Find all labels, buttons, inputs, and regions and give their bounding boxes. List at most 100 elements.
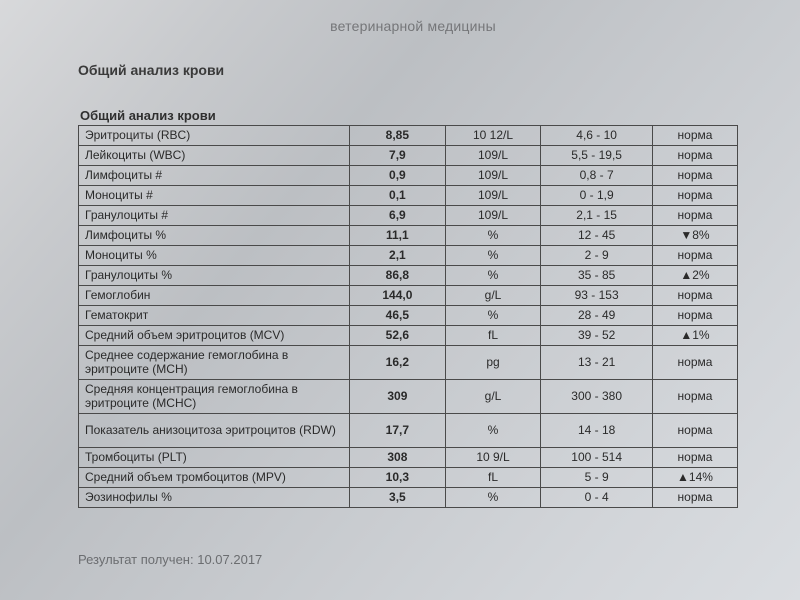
table-row: Моноциты #0,1109/L0 - 1,9норма [79, 186, 738, 206]
param-value: 0,1 [350, 186, 446, 206]
param-name: Средняя концентрация гемоглобина в эритр… [79, 380, 350, 414]
param-value: 46,5 [350, 306, 446, 326]
param-unit: fL [445, 468, 541, 488]
param-status: норма [652, 186, 737, 206]
param-unit: % [445, 226, 541, 246]
param-range: 14 - 18 [541, 414, 653, 448]
param-range: 39 - 52 [541, 326, 653, 346]
param-status: норма [652, 380, 737, 414]
param-status: норма [652, 246, 737, 266]
param-value: 86,8 [350, 266, 446, 286]
param-value: 52,6 [350, 326, 446, 346]
table-row: Тромбоциты (PLT)30810 9/L100 - 514норма [79, 448, 738, 468]
param-name: Моноциты % [79, 246, 350, 266]
param-status: норма [652, 306, 737, 326]
param-range: 100 - 514 [541, 448, 653, 468]
param-status: норма [652, 126, 737, 146]
param-unit: % [445, 306, 541, 326]
param-unit: % [445, 488, 541, 508]
table-row: Показатель анизоцитоза эритроцитов (RDW)… [79, 414, 738, 448]
param-name: Тромбоциты (PLT) [79, 448, 350, 468]
param-unit: g/L [445, 286, 541, 306]
param-unit: 109/L [445, 146, 541, 166]
param-status: ▲14% [652, 468, 737, 488]
param-value: 144,0 [350, 286, 446, 306]
param-name: Эозинофилы % [79, 488, 350, 508]
param-status: норма [652, 488, 737, 508]
param-name: Моноциты # [79, 186, 350, 206]
report-sheet: ветеринарной медицины Общий анализ крови… [0, 0, 800, 600]
param-name: Лимфоциты % [79, 226, 350, 246]
param-range: 13 - 21 [541, 346, 653, 380]
param-name: Эритроциты (RBC) [79, 126, 350, 146]
param-range: 35 - 85 [541, 266, 653, 286]
param-value: 16,2 [350, 346, 446, 380]
param-name: Показатель анизоцитоза эритроцитов (RDW) [79, 414, 350, 448]
param-name: Средний объем тромбоцитов (MPV) [79, 468, 350, 488]
param-value: 3,5 [350, 488, 446, 508]
table-row: Среднее содержание гемоглобина в эритроц… [79, 346, 738, 380]
param-range: 5,5 - 19,5 [541, 146, 653, 166]
param-status: норма [652, 206, 737, 226]
table-row: Лимфоциты %11,1%12 - 45▼8% [79, 226, 738, 246]
param-unit: 109/L [445, 206, 541, 226]
param-range: 0,8 - 7 [541, 166, 653, 186]
param-status: ▲2% [652, 266, 737, 286]
param-status: норма [652, 346, 737, 380]
param-unit: 10 9/L [445, 448, 541, 468]
param-value: 308 [350, 448, 446, 468]
blood-results-table: Эритроциты (RBC)8,8510 12/L4,6 - 10норма… [78, 125, 738, 508]
param-name: Гемоглобин [79, 286, 350, 306]
param-value: 309 [350, 380, 446, 414]
param-value: 8,85 [350, 126, 446, 146]
table-row: Моноциты %2,1%2 - 9норма [79, 246, 738, 266]
param-range: 2 - 9 [541, 246, 653, 266]
param-range: 2,1 - 15 [541, 206, 653, 226]
param-status: норма [652, 166, 737, 186]
param-status: норма [652, 286, 737, 306]
param-range: 12 - 45 [541, 226, 653, 246]
param-value: 11,1 [350, 226, 446, 246]
param-unit: % [445, 246, 541, 266]
param-unit: g/L [445, 380, 541, 414]
table-row: Эритроциты (RBC)8,8510 12/L4,6 - 10норма [79, 126, 738, 146]
param-status: норма [652, 448, 737, 468]
result-date: Результат получен: 10.07.2017 [78, 552, 748, 567]
param-unit: % [445, 266, 541, 286]
param-value: 17,7 [350, 414, 446, 448]
param-name: Среднее содержание гемоглобина в эритроц… [79, 346, 350, 380]
param-unit: % [445, 414, 541, 448]
param-name: Гранулоциты % [79, 266, 350, 286]
table-row: Гранулоциты %86,8%35 - 85▲2% [79, 266, 738, 286]
param-name: Лейкоциты (WBC) [79, 146, 350, 166]
param-status: норма [652, 146, 737, 166]
param-range: 0 - 4 [541, 488, 653, 508]
param-name: Гематокрит [79, 306, 350, 326]
table-caption: Общий анализ крови [80, 108, 748, 123]
table-row: Средний объем тромбоцитов (MPV)10,3fL5 -… [79, 468, 738, 488]
param-range: 28 - 49 [541, 306, 653, 326]
param-value: 0,9 [350, 166, 446, 186]
param-value: 7,9 [350, 146, 446, 166]
param-unit: 109/L [445, 166, 541, 186]
table-row: Гематокрит46,5%28 - 49норма [79, 306, 738, 326]
param-range: 93 - 153 [541, 286, 653, 306]
param-value: 2,1 [350, 246, 446, 266]
table-row: Средний объем эритроцитов (MCV)52,6fL39 … [79, 326, 738, 346]
table-row: Лейкоциты (WBC)7,9109/L5,5 - 19,5норма [79, 146, 738, 166]
table-row: Эозинофилы %3,5%0 - 4норма [79, 488, 738, 508]
table-row: Гемоглобин144,0g/L93 - 153норма [79, 286, 738, 306]
clinic-header: ветеринарной медицины [78, 18, 748, 34]
param-unit: 109/L [445, 186, 541, 206]
param-unit: 10 12/L [445, 126, 541, 146]
param-value: 10,3 [350, 468, 446, 488]
param-range: 4,6 - 10 [541, 126, 653, 146]
table-row: Лимфоциты #0,9109/L0,8 - 7норма [79, 166, 738, 186]
param-status: ▼8% [652, 226, 737, 246]
param-unit: fL [445, 326, 541, 346]
param-unit: pg [445, 346, 541, 380]
param-range: 0 - 1,9 [541, 186, 653, 206]
param-name: Лимфоциты # [79, 166, 350, 186]
param-status: норма [652, 414, 737, 448]
report-title: Общий анализ крови [78, 62, 748, 78]
